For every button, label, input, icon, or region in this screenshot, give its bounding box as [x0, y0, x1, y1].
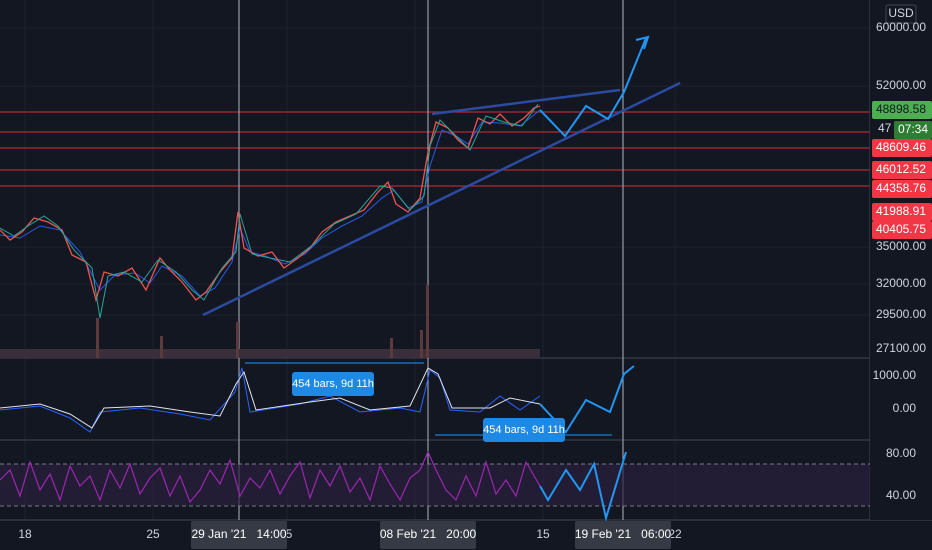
- time-label: 5: [286, 527, 293, 541]
- projection: [539, 37, 647, 138]
- price-label: 32000.00: [876, 276, 926, 290]
- label-box: [872, 180, 932, 198]
- measure-box: [483, 418, 565, 442]
- rsi-line: [0, 450, 541, 504]
- moving-average: [0, 109, 541, 297]
- label-box: [575, 521, 671, 549]
- time-label: 25: [146, 527, 160, 541]
- label-box: [885, 4, 917, 24]
- time-label: 22: [668, 527, 682, 541]
- trendlines: [202, 81, 681, 317]
- last-price: 48898.58: [876, 102, 926, 116]
- time-label: 15: [536, 527, 550, 541]
- cursor-lines: [238, 0, 624, 520]
- measure-box: [292, 372, 374, 396]
- price-label: 47: [878, 121, 892, 135]
- price-label: 60000.00: [876, 20, 926, 34]
- price-label: 35000.00: [876, 239, 926, 253]
- osc-label: 1000.00: [873, 368, 917, 382]
- currency: USD: [888, 6, 914, 20]
- level-label: 44358.76: [876, 181, 926, 195]
- time-cursor: 29 Jan '21 14:00: [191, 527, 286, 541]
- label-box: [872, 101, 932, 119]
- measure-label: 454 bars, 9d 11h: [292, 378, 374, 390]
- rsi-band: [0, 464, 870, 506]
- label-box: [872, 203, 932, 221]
- label-box: [872, 221, 932, 239]
- rsi-label: 40.00: [886, 488, 916, 502]
- countdown: 07:34: [898, 122, 928, 136]
- level-label: 46012.52: [876, 162, 926, 176]
- measure-label: 454 bars, 9d 11h: [483, 424, 565, 436]
- label-box: [872, 139, 932, 157]
- level-label: 40405.75: [876, 222, 926, 236]
- price-path-2: [0, 103, 539, 319]
- price-label: 27100.00: [876, 341, 926, 355]
- level-label: 48609.46: [876, 140, 926, 154]
- label-box: [380, 521, 476, 549]
- label-box: [191, 521, 287, 549]
- oscillator-line-2: [0, 367, 541, 429]
- price-axis: [870, 0, 932, 520]
- label-box: [872, 161, 932, 179]
- label-box: [894, 121, 932, 139]
- rsi-projection: [539, 451, 627, 522]
- price-label: 52000.00: [876, 78, 926, 92]
- level-label: 41988.91: [876, 204, 926, 218]
- time-label: 18: [18, 527, 32, 541]
- price-label: 29500.00: [876, 307, 926, 321]
- time-cursor: 19 Feb '21 06:00: [575, 527, 672, 541]
- projection-arrow: [635, 35, 650, 50]
- volume: [0, 285, 540, 358]
- rsi-label: 80.00: [886, 446, 916, 460]
- time-cursor: 08 Feb '21 20:00: [380, 527, 477, 541]
- oscillator-line: [0, 367, 541, 433]
- osc-label: 0.00: [893, 401, 917, 415]
